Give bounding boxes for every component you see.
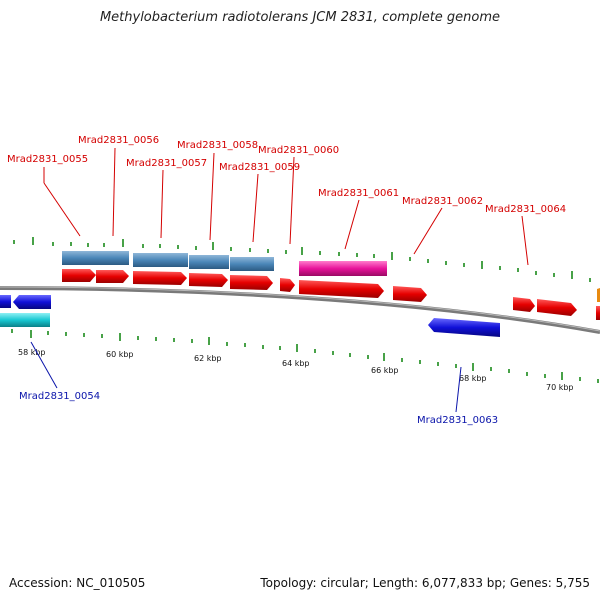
- gene-label[interactable]: Mrad2831_0060: [258, 145, 339, 156]
- cds-arrow[interactable]: [189, 273, 228, 287]
- cds-arrow[interactable]: [596, 306, 600, 320]
- gene-label[interactable]: Mrad2831_0064: [485, 204, 566, 215]
- cds-arrow[interactable]: [96, 270, 129, 283]
- cds-arrow[interactable]: [393, 286, 427, 302]
- lower-tick-row: [11, 329, 599, 383]
- gene-label[interactable]: Mrad2831_0063: [417, 415, 498, 426]
- gene-label[interactable]: Mrad2831_0061: [318, 188, 399, 199]
- scale-label: 64 kbp: [282, 359, 310, 368]
- gene-features-upper: [62, 251, 387, 276]
- scale-label: 68 kbp: [459, 374, 487, 383]
- gene-label[interactable]: Mrad2831_0062: [402, 196, 483, 207]
- genome-summary-text: Topology: circular; Length: 6,077,833 bp…: [260, 576, 590, 590]
- accession-text: Accession: NC_010505: [9, 576, 146, 590]
- gene-block[interactable]: [0, 295, 11, 308]
- scale-label: 58 kbp: [18, 348, 46, 357]
- gene-label[interactable]: Mrad2831_0056: [78, 135, 159, 146]
- scale-labels: 58 kbp 60 kbp 62 kbp 64 kbp 66 kbp 68 kb…: [18, 348, 574, 392]
- genome-backbone: [0, 286, 600, 334]
- cds-arrow[interactable]: [299, 280, 384, 298]
- cds-arrow[interactable]: [133, 271, 187, 285]
- gene-label[interactable]: Mrad2831_0057: [126, 158, 207, 169]
- gene-block[interactable]: [230, 257, 274, 271]
- page-title: Methylobacterium radiotolerans JCM 2831,…: [99, 10, 501, 25]
- cds-arrow[interactable]: [537, 299, 577, 316]
- cds-forward: [62, 269, 600, 320]
- scale-label: 66 kbp: [371, 366, 399, 375]
- upper-tick-row: [13, 237, 591, 282]
- gene-label[interactable]: Mrad2831_0055: [7, 154, 88, 165]
- cds-arrow[interactable]: [230, 275, 273, 290]
- cds-arrow[interactable]: [513, 297, 535, 312]
- leader-lines-bottom: [30, 341, 462, 413]
- gene-block[interactable]: [189, 255, 229, 269]
- scale-label: 70 kbp: [546, 383, 574, 392]
- gene-label[interactable]: Mrad2831_0059: [219, 162, 300, 173]
- gene-label[interactable]: Mrad2831_0054: [19, 391, 100, 402]
- gene-block[interactable]: [133, 253, 188, 267]
- cds-arrow[interactable]: [280, 278, 295, 292]
- gene-labels-top: Mrad2831_0055 Mrad2831_0056 Mrad2831_005…: [7, 135, 566, 215]
- cds-arrow[interactable]: [428, 318, 500, 337]
- cds-arrow[interactable]: [13, 295, 51, 309]
- gene-block[interactable]: [0, 313, 50, 327]
- scale-label: 60 kbp: [106, 350, 134, 359]
- gene-label[interactable]: Mrad2831_0058: [177, 140, 258, 151]
- gene-block[interactable]: [299, 261, 387, 276]
- gene-block[interactable]: [62, 251, 129, 265]
- scale-label: 62 kbp: [194, 354, 222, 363]
- cds-reverse: [0, 295, 500, 337]
- leader-lines-top: [43, 147, 529, 266]
- cds-arrow-orange[interactable]: [597, 288, 600, 302]
- gene-labels-bottom: Mrad2831_0054 Mrad2831_0063: [19, 391, 498, 426]
- cds-arrow[interactable]: [62, 269, 96, 282]
